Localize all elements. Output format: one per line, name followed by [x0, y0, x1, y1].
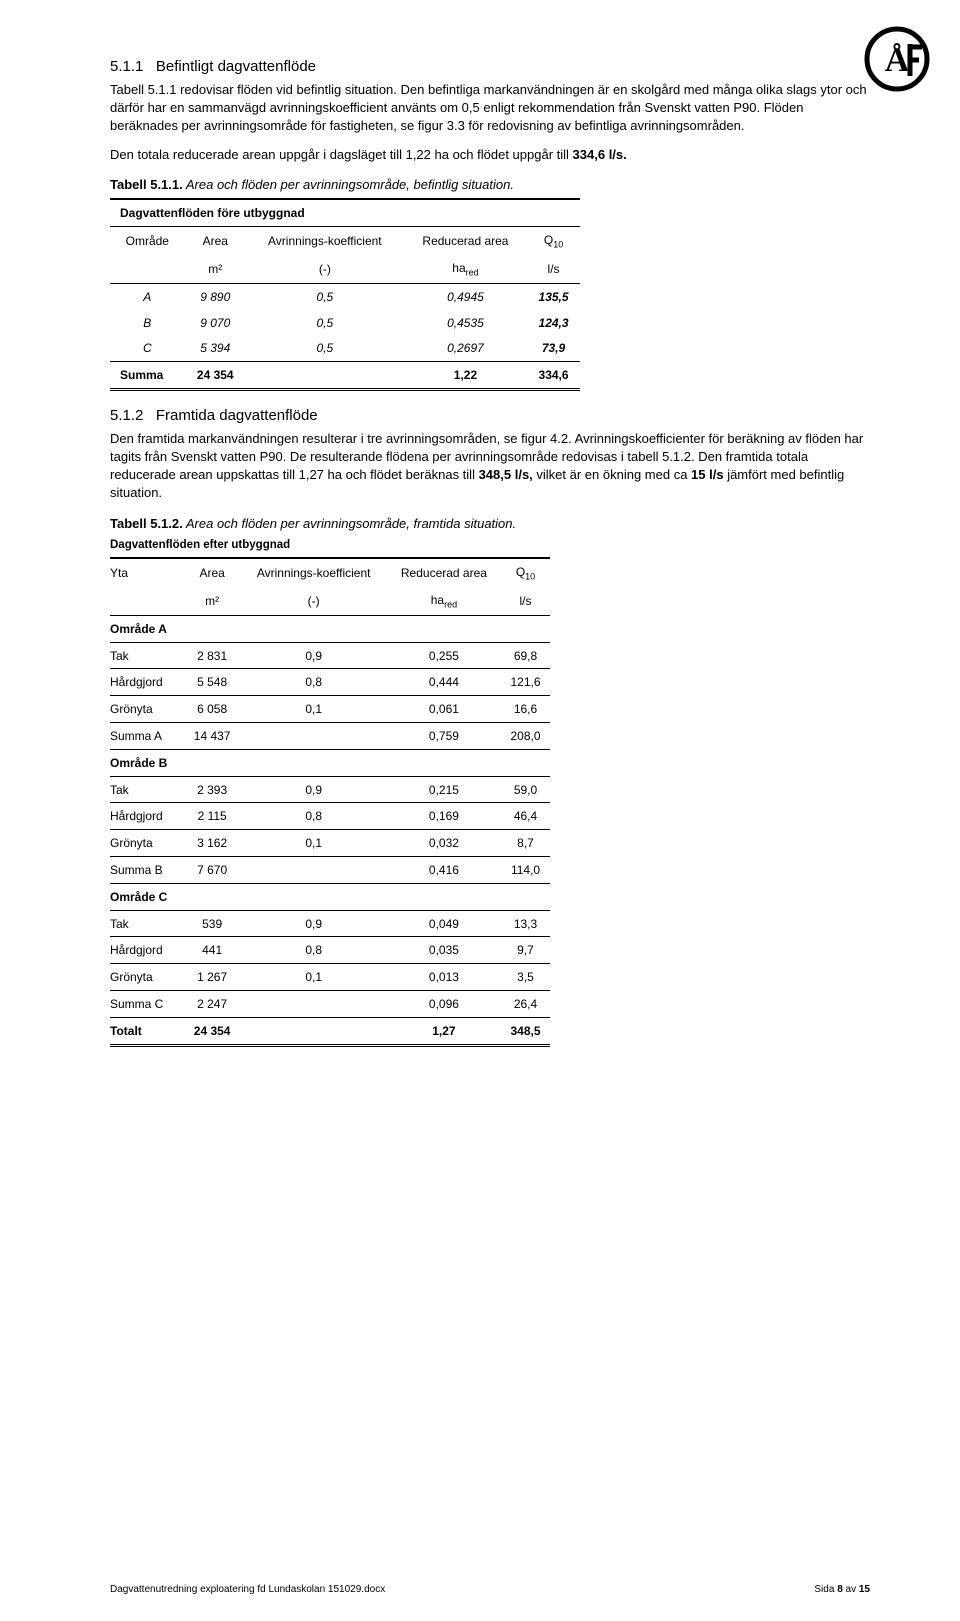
col-reducerad: Reducerad area	[404, 226, 527, 254]
table-caption: Tabell 5.1.2. Area och flöden per avrinn…	[110, 515, 870, 533]
paragraph: Den totala reducerade arean uppgår i dag…	[110, 146, 870, 164]
paragraph: Tabell 5.1.1 redovisar flöden vid befint…	[110, 81, 870, 136]
col-koeff: Avrinnings-koefficient	[246, 226, 404, 254]
table-row: Hårdgjord4410,80,0359,7	[110, 937, 550, 964]
table-caption: Tabell 5.1.1. Area och flöden per avrinn…	[110, 176, 870, 194]
col-koeff: Avrinnings-koefficient	[241, 558, 387, 587]
table-row: Tak2 3930,90,21559,0	[110, 776, 550, 803]
group-header: Område A	[110, 615, 550, 642]
footer-filename: Dagvattenutredning exploatering fd Lunda…	[110, 1583, 385, 1597]
table-subcaption: Dagvattenflöden före utbyggnad	[110, 199, 580, 226]
table-row: C 5 394 0,5 0,2697 73,9	[110, 335, 580, 361]
section-title: Befintligt dagvattenflöde	[156, 58, 316, 75]
paragraph: Den framtida markanvändningen resulterar…	[110, 430, 870, 503]
table-sum-row: Summa B7 6700,416114,0	[110, 857, 550, 884]
table-row: B 9 070 0,5 0,4535 124,3	[110, 310, 580, 336]
unit: hared	[404, 255, 527, 283]
unit: l/s	[527, 255, 580, 283]
table-row: Tak5390,90,04913,3	[110, 910, 550, 937]
table-row: Tak2 8310,90,25569,8	[110, 642, 550, 669]
group-header: Område B	[110, 749, 550, 776]
page-footer: Dagvattenutredning exploatering fd Lunda…	[110, 1583, 870, 1597]
section-number: 5.1.1	[110, 58, 143, 75]
group-header: Område C	[110, 883, 550, 910]
col-reducerad: Reducerad area	[387, 558, 501, 587]
table-row: Hårdgjord5 5480,80,444121,6	[110, 669, 550, 696]
table-row: Grönyta3 1620,10,0328,7	[110, 830, 550, 857]
unit: (-)	[246, 255, 404, 283]
col-area: Area	[184, 558, 241, 587]
heading-5-1-2: 5.1.2 Framtida dagvattenflöde	[110, 405, 870, 426]
col-q10: Q10	[527, 226, 580, 254]
section-number: 5.1.2	[110, 407, 143, 424]
table-row: Hårdgjord2 1150,80,16946,4	[110, 803, 550, 830]
svg-text:Å: Å	[885, 42, 910, 79]
unit: m²	[185, 255, 246, 283]
table-sum-row: Summa 24 354 1,22 334,6	[110, 362, 580, 390]
heading-5-1-1: 5.1.1 Befintligt dagvattenflöde	[110, 56, 870, 77]
table-row: Grönyta1 2670,10,0133,5	[110, 964, 550, 991]
table-subcaption: Dagvattenflöden efter utbyggnad	[110, 537, 870, 553]
col-yta: Yta	[110, 558, 184, 587]
table-sum-row: Summa A14 4370,759208,0	[110, 723, 550, 750]
col-area: Area	[185, 226, 246, 254]
logo-af: Å	[862, 24, 932, 99]
col-q10: Q10	[501, 558, 550, 587]
footer-page-number: Sida 8 av 15	[814, 1583, 870, 1597]
document-page: Å 5.1.1 Befintligt dagvattenflöde Tabell…	[0, 0, 960, 1621]
section-title: Framtida dagvattenflöde	[156, 407, 318, 424]
table-5-1-2: Yta Area Avrinnings-koefficient Reducera…	[110, 557, 550, 1047]
col-omrade: Område	[110, 226, 185, 254]
table-5-1-1: Dagvattenflöden före utbyggnad Område Ar…	[110, 198, 580, 391]
table-sum-row: Summa C2 2470,09626,4	[110, 991, 550, 1018]
table-row: Grönyta6 0580,10,06116,6	[110, 696, 550, 723]
table-total-row: Totalt 24 354 1,27 348,5	[110, 1017, 550, 1045]
table-row: A 9 890 0,5 0,4945 135,5	[110, 283, 580, 309]
